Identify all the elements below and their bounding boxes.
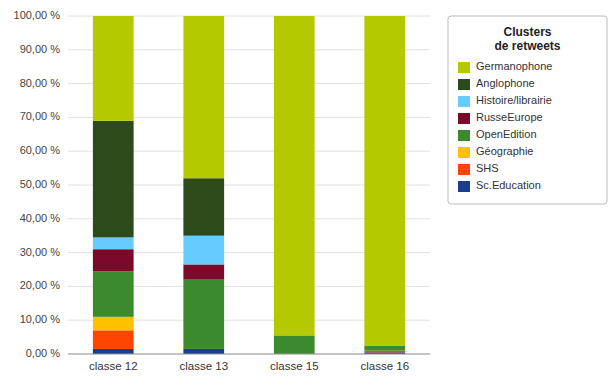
legend-label: Histoire/librairie bbox=[476, 94, 552, 106]
chart-svg: 0,00 % 10,00 % 20,00 % 30,00 % 40,00 % 50,00 … bbox=[0, 0, 615, 386]
y-tick-label: 100,00 % bbox=[14, 9, 61, 21]
legend-label: Géographie bbox=[476, 145, 534, 157]
legend-swatch bbox=[458, 164, 470, 175]
y-tick-label: 50,00 % bbox=[20, 178, 61, 190]
bar-segment bbox=[93, 121, 134, 238]
bars bbox=[93, 16, 405, 354]
bar-segment bbox=[183, 264, 224, 279]
x-axis: classe 12 classe 13 classe 15 classe 16 bbox=[68, 354, 430, 372]
legend-label: SHS bbox=[476, 162, 499, 174]
x-axis-line bbox=[68, 354, 430, 355]
y-tick-label: 0,00 % bbox=[26, 347, 60, 359]
legend-label: RusseEurope bbox=[476, 111, 543, 123]
bar-segment bbox=[183, 16, 224, 178]
y-tick-label: 90,00 % bbox=[20, 43, 61, 55]
legend-label: OpenEdition bbox=[476, 128, 537, 140]
bar-segment bbox=[93, 237, 134, 249]
bar-segment bbox=[364, 16, 405, 346]
y-tick-label: 20,00 % bbox=[20, 279, 61, 291]
bar-segment bbox=[93, 330, 134, 349]
legend-label: Anglophone bbox=[476, 77, 535, 89]
bar-segment bbox=[183, 349, 224, 354]
bar-segment bbox=[364, 346, 405, 351]
bar-segment bbox=[93, 349, 134, 354]
y-tick-label: 70,00 % bbox=[20, 110, 61, 122]
bar-segment bbox=[93, 249, 134, 271]
bar-segment bbox=[274, 335, 315, 354]
y-axis: 0,00 % 10,00 % 20,00 % 30,00 % 40,00 % 50,00 … bbox=[14, 9, 430, 359]
x-tick-label: classe 13 bbox=[179, 360, 228, 372]
bar-segment bbox=[183, 280, 224, 349]
legend-swatch bbox=[458, 130, 470, 141]
legend-swatch bbox=[458, 147, 470, 158]
y-tick-label: 80,00 % bbox=[20, 77, 61, 89]
legend: Clustersde retweets Germanophone Anglophon… bbox=[448, 16, 607, 204]
legend-label: Sc.Education bbox=[476, 179, 541, 191]
x-tick-label: classe 12 bbox=[89, 360, 138, 372]
y-tick-label: 30,00 % bbox=[20, 246, 61, 258]
bar-segment bbox=[93, 317, 134, 331]
legend-title: Clustersde retweets bbox=[494, 25, 560, 53]
legend-swatch bbox=[458, 113, 470, 124]
y-tick-label: 40,00 % bbox=[20, 212, 61, 224]
bar-segment bbox=[93, 16, 134, 121]
bar-segment bbox=[274, 16, 315, 335]
legend-swatch bbox=[458, 79, 470, 90]
x-tick-label: classe 16 bbox=[360, 360, 409, 372]
grid-line bbox=[68, 354, 430, 355]
legend-swatch bbox=[458, 96, 470, 107]
legend-swatch bbox=[458, 62, 470, 73]
legend-swatch bbox=[458, 181, 470, 192]
bar-segment bbox=[364, 351, 405, 353]
y-tick-label: 10,00 % bbox=[20, 313, 61, 325]
legend-frame bbox=[448, 16, 607, 204]
x-tick-label: classe 15 bbox=[270, 360, 319, 372]
bar-segment bbox=[183, 236, 224, 265]
bar-segment bbox=[93, 271, 134, 317]
chart-container: 0,00 % 10,00 % 20,00 % 30,00 % 40,00 % 50,00 … bbox=[0, 0, 615, 386]
y-tick-label: 60,00 % bbox=[20, 144, 61, 156]
legend-label: Germanophone bbox=[476, 60, 552, 72]
bar-segment bbox=[183, 178, 224, 235]
